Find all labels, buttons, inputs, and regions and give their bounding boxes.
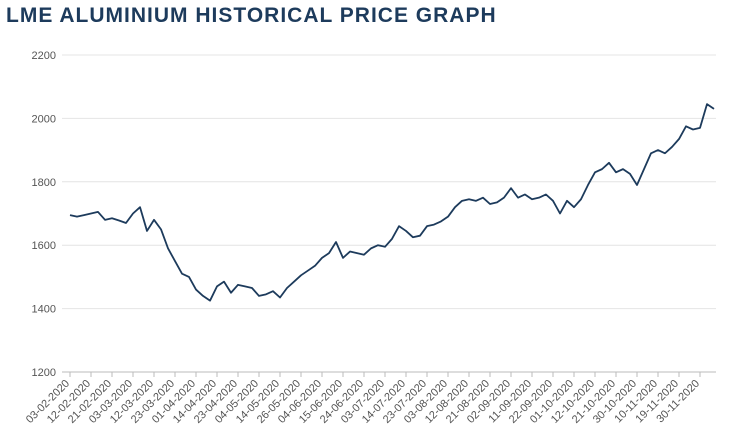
y-tick-label: 1400: [32, 304, 56, 316]
price-line: [69, 103, 715, 302]
y-tick-label: 1600: [32, 240, 56, 252]
y-tick-label: 1800: [32, 177, 56, 189]
y-tick-label: 2000: [32, 113, 56, 125]
y-tick-label: 2200: [32, 50, 56, 62]
y-tick-label: 1200: [32, 367, 56, 379]
chart-title: LME ALUMINIUM HISTORICAL PRICE GRAPH: [6, 4, 497, 27]
